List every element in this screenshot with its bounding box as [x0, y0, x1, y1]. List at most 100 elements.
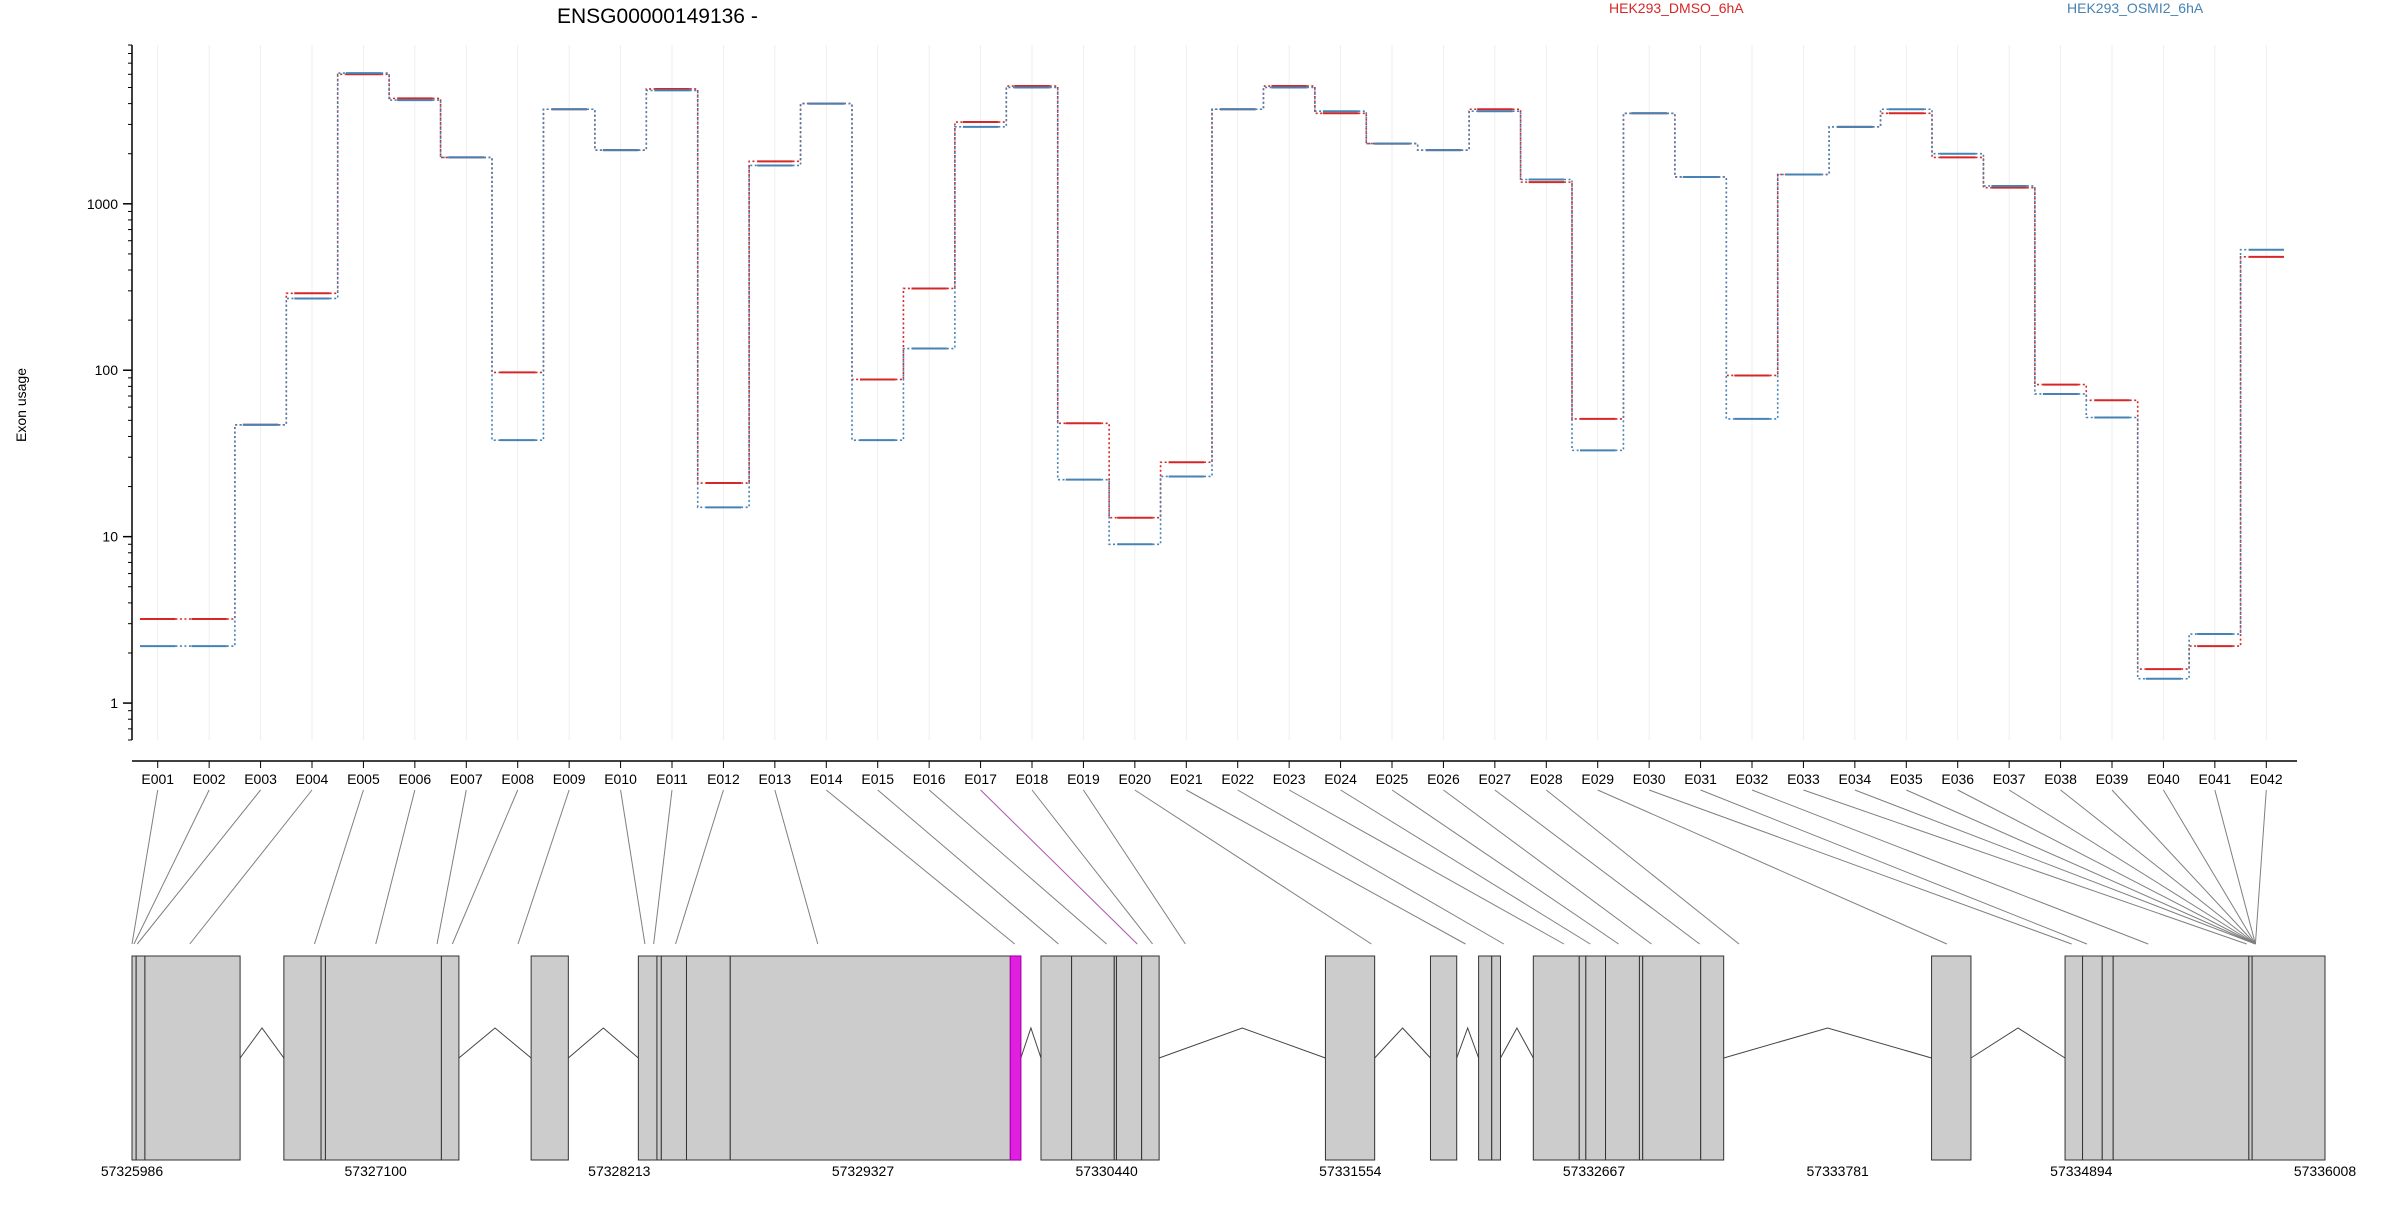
series-connector	[1152, 475, 1169, 546]
series-connector	[844, 102, 860, 441]
exon-connector-line	[2008, 789, 2256, 945]
series-connector	[1872, 108, 1889, 128]
genomic-coordinate-label: 57330440	[1076, 1163, 1139, 1179]
series-connector	[638, 88, 655, 151]
exon-box-highlight	[1009, 955, 1022, 1161]
exon-connector-line	[1031, 789, 1153, 945]
exon-box	[1324, 955, 1376, 1161]
exon-connector-line	[1494, 789, 1700, 945]
series-connector	[1409, 142, 1426, 151]
legend-entry-osmi2: HEK293_OSMI2_6hA	[2067, 0, 2204, 16]
exon-connector-line	[1391, 789, 1619, 945]
x-tick-label: E004	[296, 771, 329, 787]
series-connector	[1666, 112, 1683, 178]
x-tick-label: E030	[1633, 771, 1666, 787]
series-connector	[226, 424, 243, 647]
x-tick-label: E012	[707, 771, 740, 787]
series-connector	[1821, 126, 1838, 176]
exon-box	[1491, 955, 1501, 1161]
intron-line	[239, 1027, 285, 1059]
genomic-coordinate-label: 57332667	[1563, 1163, 1626, 1179]
exon-connector-line	[2162, 789, 2256, 945]
series-connector	[895, 347, 912, 441]
exon-box	[1700, 955, 1725, 1161]
exon-box	[1478, 955, 1493, 1161]
axis-layer: 1 10 100 1000 E001 E002 E003 E004 E005 E006 E007 E0…	[87, 44, 2297, 787]
exon-connector-line	[133, 789, 210, 945]
exon-connector-line	[131, 789, 159, 945]
x-tick-label: E007	[450, 771, 483, 787]
exon-connector-line	[517, 789, 570, 945]
series-connector	[484, 156, 500, 441]
series-connector	[2232, 248, 2249, 635]
exon-box	[2082, 955, 2103, 1161]
exon-connector-line	[1751, 789, 2149, 945]
x-tick-label: E021	[1170, 771, 1203, 787]
x-tick-label: E025	[1376, 771, 1409, 787]
exon-connector-line	[2060, 789, 2256, 945]
exon-connector-line	[1134, 789, 1372, 945]
series-connector	[1101, 422, 1118, 519]
exon-connector-line	[2254, 789, 2267, 945]
series-connector	[689, 88, 706, 484]
y-tick-label: 10	[102, 529, 118, 545]
exon-box	[440, 955, 460, 1161]
series-connector	[2181, 645, 2198, 670]
y-axis-label: Exon usage	[13, 368, 29, 442]
exon-box	[283, 955, 322, 1161]
x-tick-label: E001	[141, 771, 174, 787]
exon-connector-line	[136, 789, 261, 945]
x-tick-label: E035	[1890, 771, 1923, 787]
x-tick-label: E016	[913, 771, 946, 787]
x-tick-label: E032	[1736, 771, 1769, 787]
series-connector	[2181, 633, 2198, 680]
series-connector	[1358, 112, 1375, 145]
x-tick-label: E041	[2199, 771, 2232, 787]
series-connector	[1975, 156, 1992, 189]
series-HEK293_OSMI2_6hA	[140, 72, 2284, 680]
series-connector	[1512, 110, 1529, 181]
exon-connector-line	[774, 789, 819, 945]
series-connector	[1101, 478, 1118, 546]
exon-connector-line	[825, 789, 1016, 945]
exon-connector-line	[1957, 789, 2256, 945]
intron-line	[567, 1027, 639, 1059]
x-tick-label: E028	[1530, 771, 1563, 787]
series-connector	[1615, 112, 1632, 452]
x-tick-label: E034	[1839, 771, 1872, 787]
series-layer	[140, 72, 2284, 680]
exon-box	[2101, 955, 2114, 1161]
x-tick-label: E017	[964, 771, 997, 787]
exon-connector-line	[1083, 789, 1186, 945]
exon-box	[656, 955, 662, 1161]
series-connector	[2078, 383, 2095, 402]
exon-box	[324, 955, 442, 1161]
exon-connector-line	[1803, 789, 2247, 945]
series-connector	[2026, 186, 2043, 386]
chart-title: ENSG00000149136 -	[557, 5, 758, 28]
x-tick-label: E005	[347, 771, 380, 787]
genomic-coordinate-label: 57334894	[2050, 1163, 2113, 1179]
series-connector	[741, 160, 758, 484]
x-tick-label: E014	[810, 771, 843, 787]
series-connector	[638, 89, 655, 151]
x-tick-label: E027	[1479, 771, 1512, 787]
series-connector	[1461, 110, 1478, 151]
x-tick-label: E003	[244, 771, 277, 787]
x-tick-label: E026	[1427, 771, 1460, 787]
series-connector	[586, 108, 603, 151]
exon-box	[1585, 955, 1607, 1161]
series-connector	[1204, 108, 1220, 478]
x-tick-label: E019	[1067, 771, 1100, 787]
exon-box	[637, 955, 658, 1161]
exon-box	[2251, 955, 2326, 1161]
x-tick-label: E037	[1993, 771, 2026, 787]
exon-box	[1429, 955, 1458, 1161]
x-tick-label: E013	[759, 771, 792, 787]
exon-connector-line	[1288, 789, 1565, 945]
exon-box	[1115, 955, 1143, 1161]
series-connector	[432, 99, 449, 159]
exon-box	[144, 955, 241, 1161]
exon-connector-line	[189, 789, 313, 945]
